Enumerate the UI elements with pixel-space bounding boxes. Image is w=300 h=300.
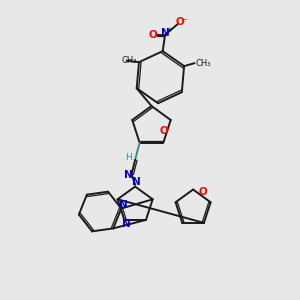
- Text: O: O: [176, 17, 184, 27]
- Text: O: O: [199, 187, 208, 197]
- Text: N: N: [122, 219, 131, 230]
- Text: N: N: [132, 177, 141, 188]
- Text: N: N: [161, 28, 170, 38]
- Text: +: +: [166, 27, 172, 33]
- Text: CH₃: CH₃: [121, 56, 136, 65]
- Text: -: -: [183, 15, 187, 24]
- Text: N: N: [119, 200, 128, 210]
- Text: H: H: [125, 153, 132, 162]
- Text: O: O: [148, 30, 157, 40]
- Text: CH₃: CH₃: [196, 59, 212, 68]
- Text: O: O: [159, 126, 168, 136]
- Text: N: N: [124, 170, 132, 180]
